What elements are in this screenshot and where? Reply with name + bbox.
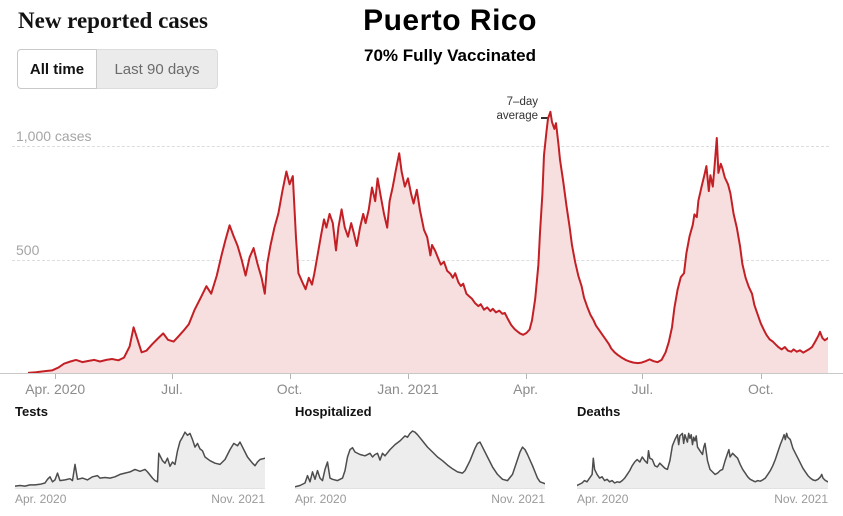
deaths-chart-title: Deaths bbox=[577, 404, 621, 419]
tests-x-label-end: Nov. 2021 bbox=[211, 492, 265, 506]
x-axis-tick bbox=[760, 374, 762, 379]
deaths-area-fill bbox=[577, 433, 828, 488]
hospitalized-line bbox=[295, 430, 545, 488]
tests-chart-title: Tests bbox=[15, 404, 48, 419]
cases-line bbox=[28, 110, 828, 374]
gridline-1000 bbox=[12, 146, 829, 147]
hospitalized-x-label-start: Apr. 2020 bbox=[295, 492, 347, 506]
x-axis-tick bbox=[289, 374, 291, 379]
x-axis-tick bbox=[408, 374, 409, 379]
x-axis-label: Apr. 2020 bbox=[25, 381, 86, 397]
x-axis-label: Jan. 2021 bbox=[377, 381, 439, 397]
x-axis-label: Oct. bbox=[747, 381, 774, 397]
deaths-line bbox=[577, 432, 828, 487]
tests-x-label-start: Apr. 2020 bbox=[15, 492, 67, 506]
y-axis-label-500: 500 bbox=[16, 242, 40, 258]
vaccination-subtitle: 70% Fully Vaccinated bbox=[364, 46, 536, 65]
x-axis-label: Jul. bbox=[161, 381, 183, 397]
deaths-chart-svg bbox=[577, 432, 828, 488]
hospitalized-chart-svg bbox=[295, 430, 545, 488]
seven-day-average-annotation: 7–day average bbox=[496, 96, 538, 122]
page-title: New reported cases bbox=[18, 8, 208, 33]
hospitalized-area-chart[interactable] bbox=[295, 422, 545, 490]
hospitalized-panel: Hospitalized Apr. 2020 Nov. 2021 bbox=[295, 404, 545, 506]
toggle-all-time-button[interactable]: All time bbox=[17, 49, 97, 89]
x-axis-tick bbox=[525, 374, 527, 379]
tests-area-fill bbox=[15, 432, 265, 488]
deaths-panel: Deaths Apr. 2020 Nov. 2021 bbox=[577, 404, 828, 506]
tests-chart-svg bbox=[15, 431, 265, 488]
hospitalized-baseline bbox=[295, 488, 545, 489]
hospitalized-x-label-end: Nov. 2021 bbox=[491, 492, 545, 506]
tests-line bbox=[15, 431, 265, 487]
tests-panel: Tests Apr. 2020 Nov. 2021 bbox=[15, 404, 265, 506]
x-axis-label: Jul. bbox=[631, 381, 654, 397]
annotation-connector-line bbox=[541, 117, 549, 119]
cases-chart-svg bbox=[28, 110, 828, 375]
x-axis-label: Oct. bbox=[276, 381, 303, 397]
cases-area-chart[interactable] bbox=[28, 90, 828, 378]
x-axis-label: Apr. bbox=[513, 381, 539, 397]
x-axis-tick bbox=[642, 374, 644, 379]
region-header: Puerto Rico 70% Fully Vaccinated bbox=[290, 4, 610, 66]
x-axis-tick bbox=[172, 374, 173, 379]
tests-area-chart[interactable] bbox=[15, 422, 265, 490]
time-range-toggle: All time Last 90 days bbox=[17, 49, 218, 89]
hospitalized-chart-title: Hospitalized bbox=[295, 404, 372, 419]
y-axis-label-1000: 1,000 cases bbox=[16, 128, 92, 144]
toggle-last-90-days-button[interactable]: Last 90 days bbox=[97, 49, 218, 89]
deaths-baseline bbox=[577, 488, 828, 489]
tests-baseline bbox=[15, 488, 265, 489]
x-axis-line bbox=[0, 373, 843, 374]
hospitalized-area-fill bbox=[295, 431, 545, 488]
deaths-x-label-end: Nov. 2021 bbox=[774, 492, 828, 506]
x-axis-tick bbox=[55, 374, 57, 379]
region-title: Puerto Rico bbox=[363, 4, 537, 37]
deaths-area-chart[interactable] bbox=[577, 422, 828, 490]
deaths-x-label-start: Apr. 2020 bbox=[577, 492, 629, 506]
